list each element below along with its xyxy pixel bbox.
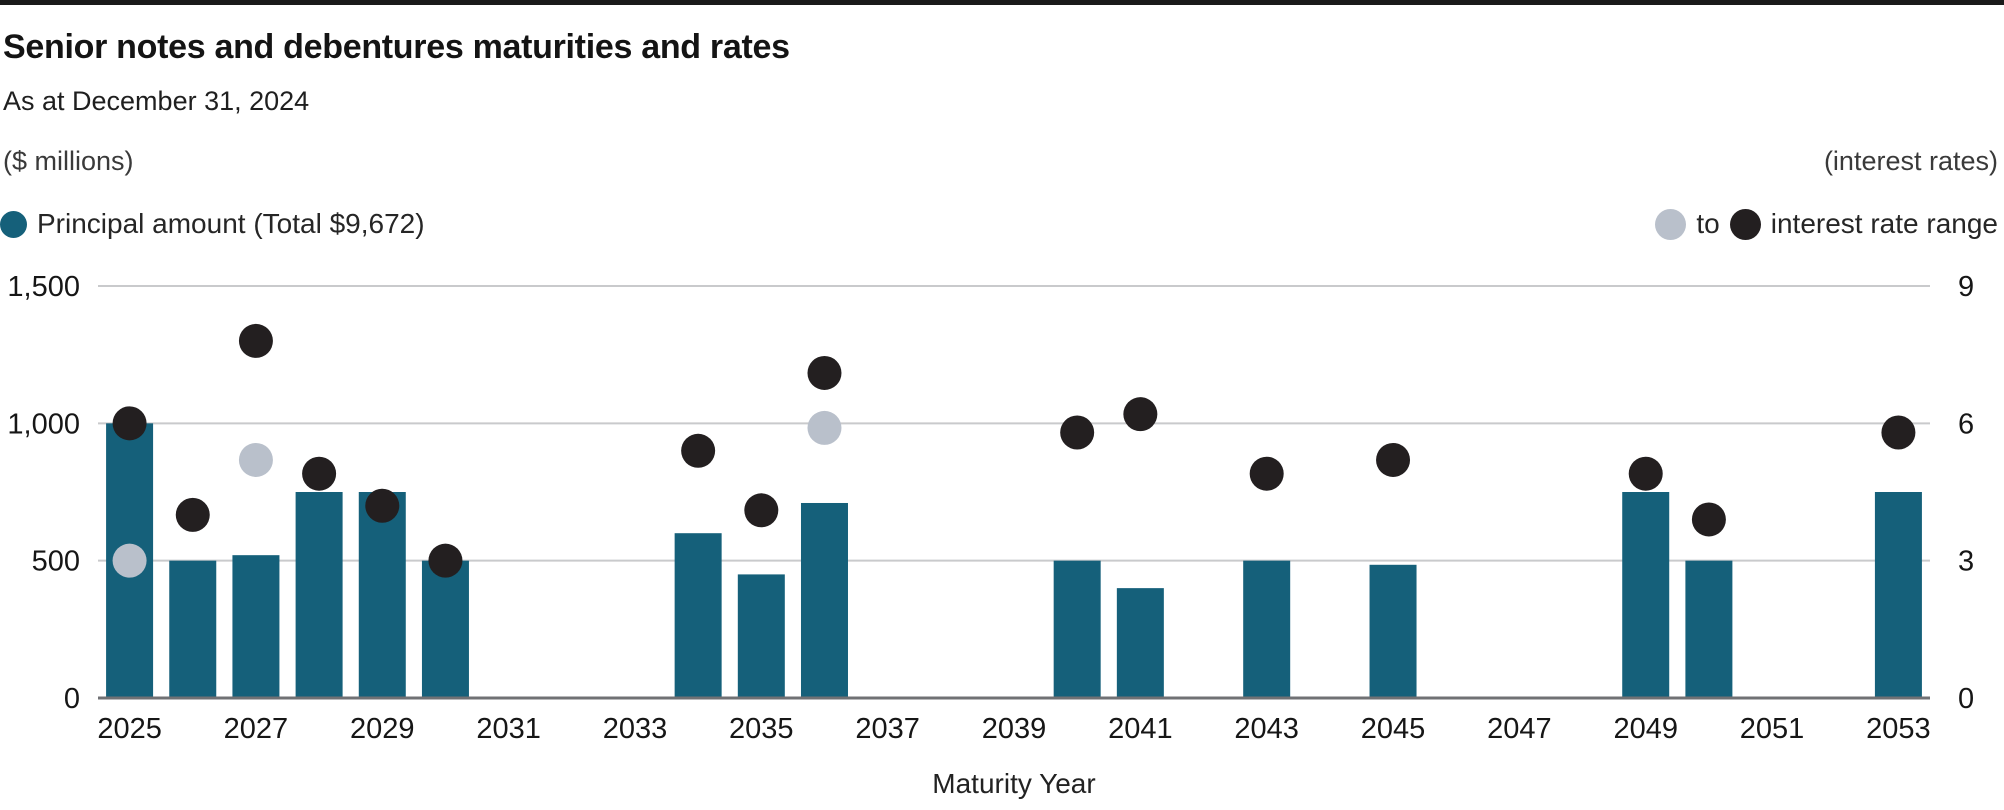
rate-range-legend-label: interest rate range xyxy=(1770,208,1998,239)
rate-range-connector: to xyxy=(1696,208,1720,239)
x-tick-2045: 2045 xyxy=(1361,713,1426,745)
top-rule xyxy=(0,0,2004,5)
bar-2026 xyxy=(169,560,217,698)
bar-2030 xyxy=(421,560,469,698)
y-left-tick-0: 0 xyxy=(64,683,80,715)
left-axis-unit-label: ($ millions) xyxy=(3,146,134,176)
rate-high-dot-2028 xyxy=(302,456,337,491)
legend-row: Principal amount (Total $9,672) to inter… xyxy=(0,204,2004,244)
rate-high-dot-2049 xyxy=(1628,456,1663,491)
x-tick-2041: 2041 xyxy=(1108,713,1173,745)
rate-high-dot-2041 xyxy=(1123,397,1158,432)
x-tick-2043: 2043 xyxy=(1234,713,1299,745)
rate-high-dot-2025 xyxy=(112,406,147,441)
x-tick-2049: 2049 xyxy=(1613,713,1678,745)
x-tick-2035: 2035 xyxy=(729,713,794,745)
rate-high-dot-2035 xyxy=(744,493,779,528)
chart-plot-area: 0 500 1,000 1,500 0 3 6 9 2025 2027 2029 2031 2033 20… xyxy=(0,260,2004,805)
bar-2035 xyxy=(737,574,785,698)
x-axis-title: Maturity Year xyxy=(932,768,1096,799)
y-left-tick-500: 500 xyxy=(32,546,80,578)
x-tick-2031: 2031 xyxy=(476,713,541,745)
right-axis-unit-label: (interest rates) xyxy=(1823,146,1998,176)
x-tick-2039: 2039 xyxy=(982,713,1047,745)
page-title: Senior notes and debentures maturities a… xyxy=(3,28,790,66)
rate-low-dot-2036 xyxy=(807,410,842,445)
x-tick-2037: 2037 xyxy=(855,713,920,745)
principal-legend-label: Principal amount (Total $9,672) xyxy=(37,208,425,239)
bar-2028 xyxy=(295,492,343,698)
bar-2027 xyxy=(232,555,280,698)
rate-high-dot-2043 xyxy=(1249,456,1284,491)
rate-high-dot-2027 xyxy=(238,323,273,358)
rate-high-legend-dot-icon xyxy=(1729,208,1761,240)
bar-2034 xyxy=(674,533,722,698)
principal-legend-dot-icon xyxy=(0,210,27,238)
bar-2043 xyxy=(1243,560,1291,698)
x-tick-2029: 2029 xyxy=(350,713,415,745)
rate-high-dot-2036 xyxy=(807,355,842,390)
y-right-tick-3: 3 xyxy=(1958,546,1974,578)
bar-2049 xyxy=(1622,492,1670,698)
y-left-tick-1,000: 1,000 xyxy=(7,408,80,440)
y-right-tick-6: 6 xyxy=(1958,408,1974,440)
maturities-chart-svg: 0 500 1,000 1,500 0 3 6 9 2025 2027 2029 2031 2033 20… xyxy=(7,271,1974,745)
rate-high-dot-2053 xyxy=(1881,415,1916,450)
x-tick-2025: 2025 xyxy=(97,713,162,745)
y-right-tick-9: 9 xyxy=(1958,271,1974,303)
x-tick-2047: 2047 xyxy=(1487,713,1552,745)
x-tick-2033: 2033 xyxy=(603,713,668,745)
rate-low-dot-2025 xyxy=(112,543,147,578)
y-left-tick-1,500: 1,500 xyxy=(7,271,80,303)
rate-high-dot-2045 xyxy=(1376,442,1411,477)
bar-2050 xyxy=(1685,560,1733,698)
rate-high-dot-2034 xyxy=(681,433,716,468)
rate-high-dot-2029 xyxy=(365,488,400,523)
axis-units-row: ($ millions) (interest rates) xyxy=(0,146,2004,178)
legend-principal: Principal amount (Total $9,672) xyxy=(0,204,425,244)
page-subtitle: As at December 31, 2024 xyxy=(3,86,310,116)
rate-high-dot-2030 xyxy=(428,543,463,578)
bar-2029 xyxy=(358,492,406,698)
bar-2040 xyxy=(1053,560,1101,698)
x-tick-2051: 2051 xyxy=(1740,713,1805,745)
rate-high-dot-2026 xyxy=(175,497,210,532)
rate-low-legend-dot-icon xyxy=(1655,208,1687,240)
x-tick-2053: 2053 xyxy=(1866,713,1931,745)
bar-2041 xyxy=(1116,588,1164,698)
bar-2053 xyxy=(1874,492,1922,698)
y-right-tick-0: 0 xyxy=(1958,683,1974,715)
rate-high-dot-2040 xyxy=(1060,415,1095,450)
bar-2045 xyxy=(1369,564,1417,698)
bar-2036 xyxy=(800,502,848,698)
rate-high-dot-2050 xyxy=(1691,502,1726,537)
rate-low-dot-2027 xyxy=(238,442,273,477)
legend-rate-range: to interest rate range xyxy=(1655,204,1998,244)
x-tick-2027: 2027 xyxy=(224,713,289,745)
